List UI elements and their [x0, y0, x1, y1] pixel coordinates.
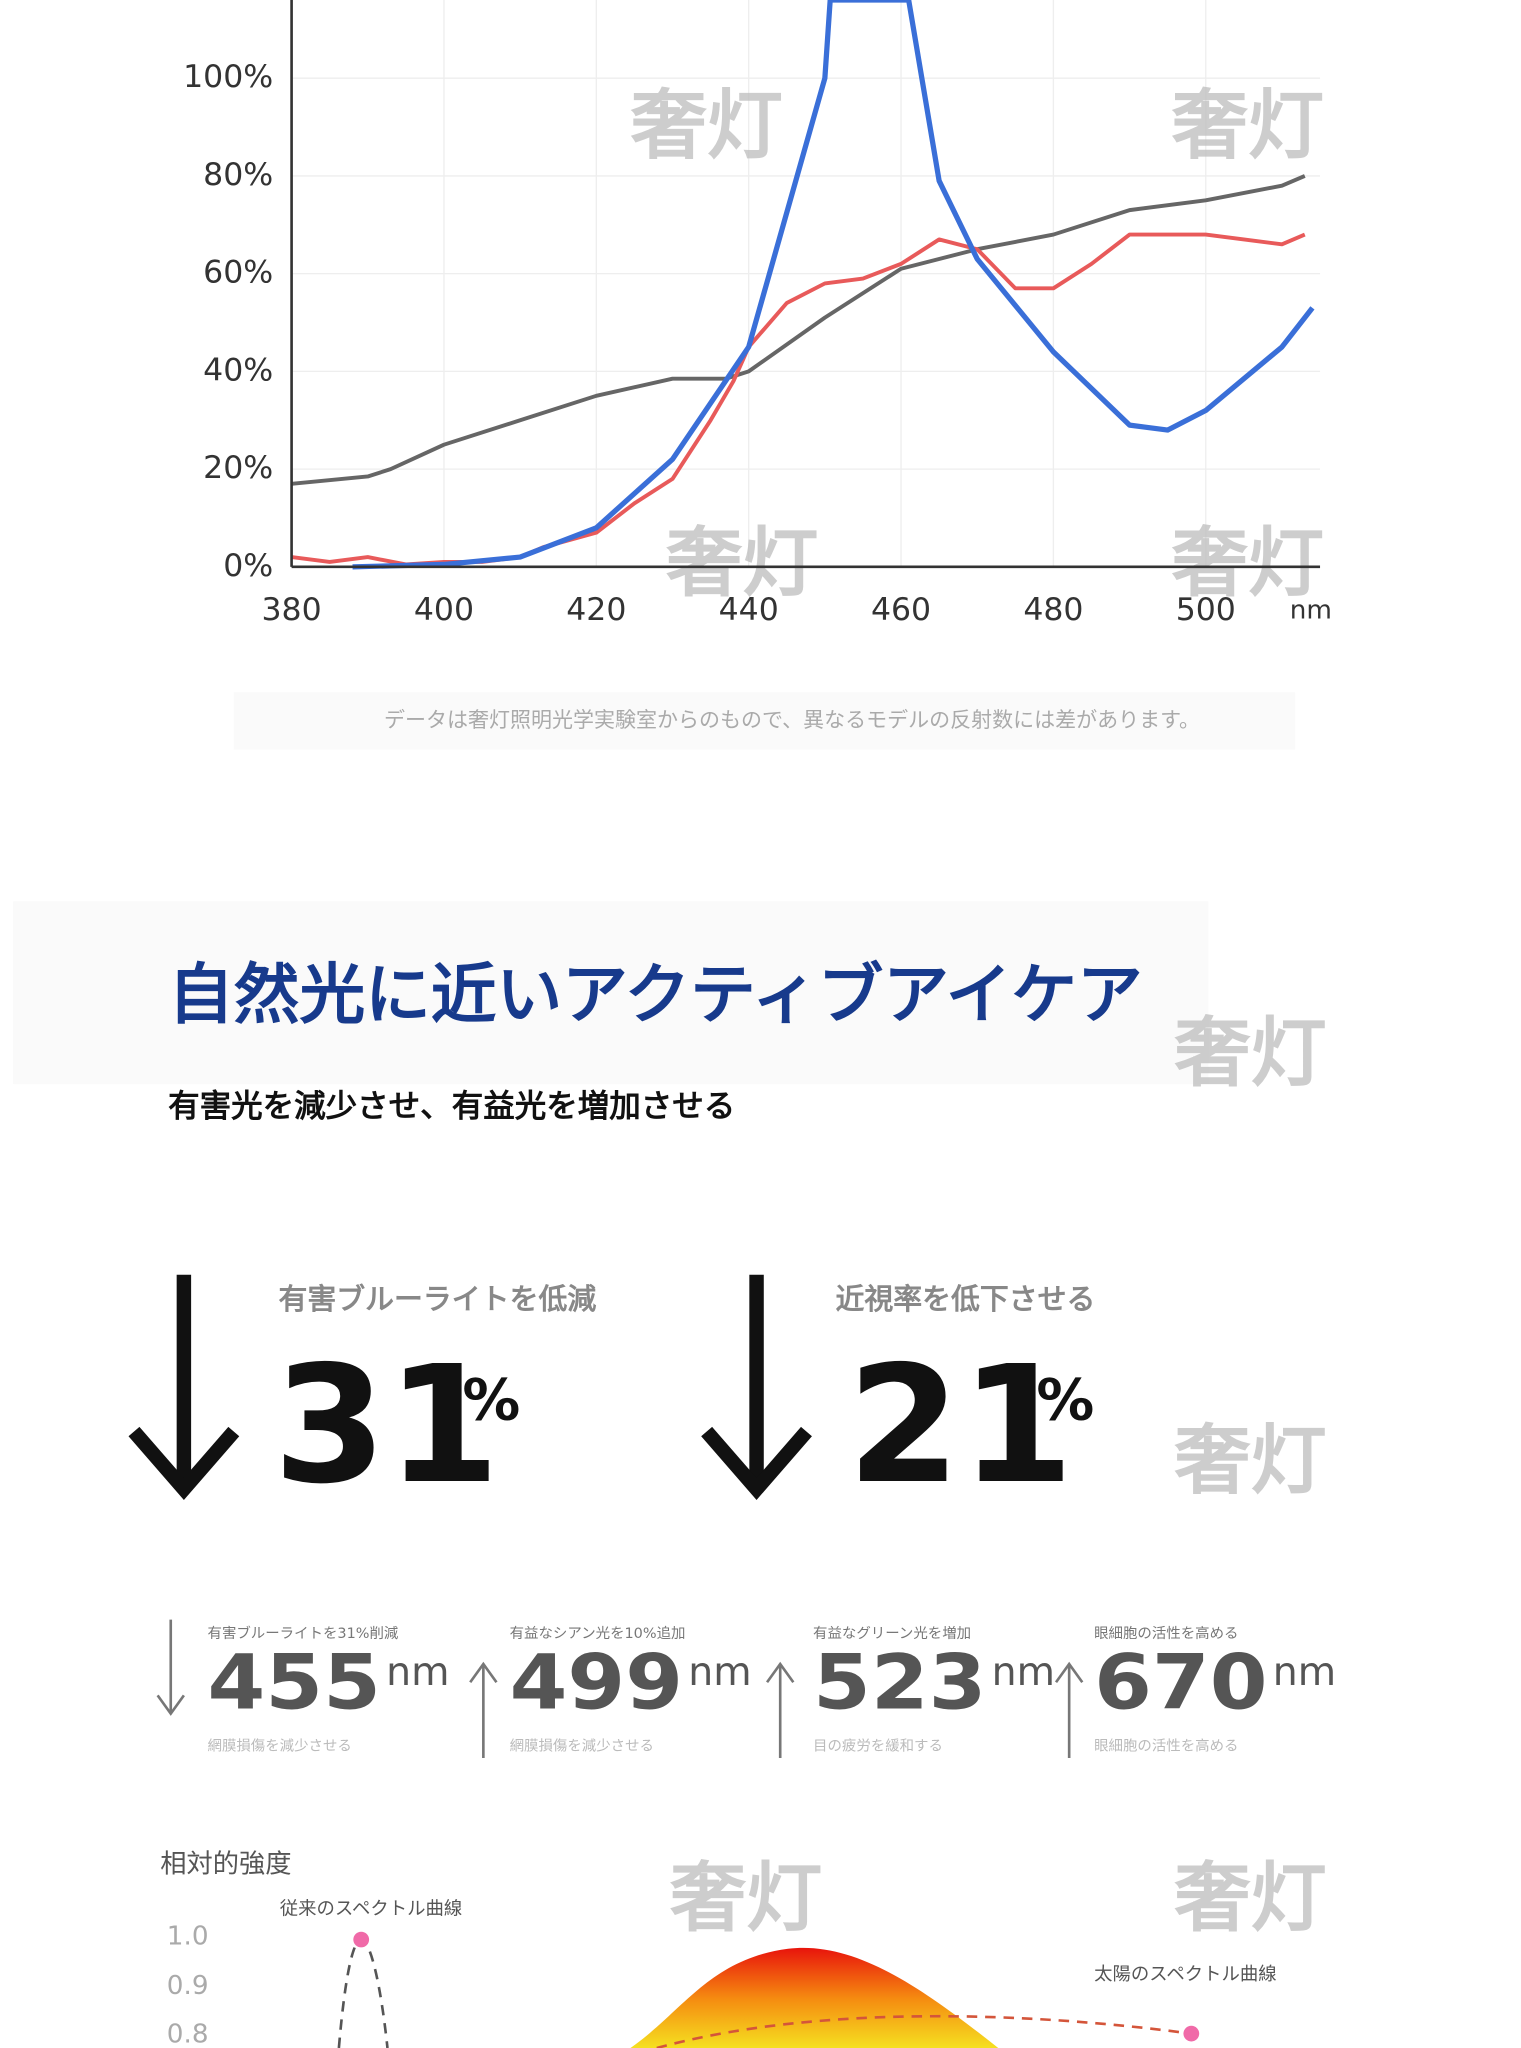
y-tick-label: 40%	[203, 352, 273, 388]
y-tick-label: 0.8	[167, 2019, 209, 2048]
watermark: 奢灯	[1172, 81, 1324, 170]
peak-dot	[1183, 2025, 1200, 2042]
watermark: 奢灯	[1174, 1008, 1326, 1097]
y-tick-label: 80%	[203, 157, 273, 193]
x-axis-label: nm	[1290, 596, 1332, 626]
stat-value: 523	[813, 1638, 986, 1727]
watermark: 奢灯	[1172, 518, 1324, 607]
heading-bg	[13, 901, 1209, 1085]
arrow-head	[701, 1426, 812, 1500]
y-tick-label: 0%	[223, 548, 273, 584]
big-stat: 有害ブルーライトを低減 31 %	[128, 1274, 597, 1520]
stat-value: 499	[510, 1638, 683, 1727]
subtitle: 有害光を減少させ、有益光を増加させる	[168, 1089, 735, 1125]
x-tick-label: 380	[262, 592, 322, 628]
stat-unit: nm	[992, 1650, 1055, 1695]
stat-label: 有害ブルーライトを低減	[279, 1282, 597, 1316]
stat-bottom: 網膜損傷を減少させる	[208, 1737, 352, 1754]
stat-label: 近視率を低下させる	[835, 1282, 1095, 1316]
x-tick-label: 420	[566, 592, 626, 628]
watermark: 奢灯	[666, 518, 818, 607]
y-tick-label: 0.9	[167, 1971, 209, 2001]
arrow-head	[128, 1426, 240, 1500]
watermarks: 奢灯 奢灯 奢灯 奢灯 奢灯 奢灯 奢灯 奢灯	[630, 81, 1326, 1942]
x-tick-label: 480	[1023, 592, 1083, 628]
watermark: 奢灯	[1174, 1416, 1326, 1505]
caption-bg	[233, 692, 1296, 750]
stat-top: 有害ブルーライトを31%削減	[208, 1624, 399, 1642]
stat-unit: nm	[1273, 1650, 1336, 1695]
plot-area	[291, 0, 1321, 570]
stat-bottom: 網膜損傷を減少させる	[510, 1737, 654, 1754]
y-axis-label: 相対的強度	[160, 1850, 291, 1880]
spectrum-chart: 相対的強度 従来のスペクトル曲線 太陽のスペクトル曲線 1.0 0.9 0.8	[160, 1850, 1277, 2048]
stat-unit: nm	[386, 1650, 449, 1695]
big-stat: 近視率を低下させる 21 %	[701, 1274, 1095, 1520]
x-tick-label: 460	[871, 592, 931, 628]
title: 自然光に近いアクティブアイケア	[168, 957, 1143, 1033]
curve-label: 太陽のスペクトル曲線	[1094, 1964, 1277, 1985]
y-tick-label: 100%	[183, 59, 273, 95]
old-curve	[337, 1938, 389, 2048]
stat-bottom: 眼細胞の活性を高める	[1094, 1737, 1238, 1754]
caption: データは奢灯照明光学実験室からのもので、異なるモデルの反射数には差があります。	[384, 708, 1200, 732]
stat-bottom: 目の疲労を緩和する	[813, 1737, 943, 1754]
peak-dot	[353, 1931, 370, 1948]
stat-unit: nm	[688, 1650, 751, 1695]
y-tick-label: 60%	[203, 255, 273, 291]
stat-top: 有益なシアン光を10%追加	[510, 1625, 686, 1642]
stat-unit: %	[1036, 1367, 1094, 1434]
curve-label: 従来のスペクトル曲線	[280, 1899, 463, 1920]
sun-area	[630, 1947, 999, 2048]
small-arrows	[156, 1619, 1084, 1759]
watermark: 奢灯	[670, 1853, 822, 1942]
series-line	[352, 0, 1315, 570]
x-tick-label: 440	[719, 592, 779, 628]
sun-curve	[656, 2014, 1192, 2048]
stat-value: 21	[847, 1331, 1074, 1519]
watermark: 奢灯	[1174, 1853, 1326, 1942]
stat-top: 有益なグリーン光を増加	[813, 1625, 971, 1642]
y-tick-label: 20%	[203, 450, 273, 486]
x-tick-label: 500	[1176, 592, 1236, 628]
series-line	[291, 174, 1306, 486]
watermark: 奢灯	[630, 81, 782, 170]
stat-value: 670	[1094, 1638, 1267, 1727]
x-tick-label: 400	[414, 592, 474, 628]
stat-top: 眼細胞の活性を高める	[1094, 1625, 1238, 1642]
stat-unit: %	[462, 1367, 520, 1434]
stat-value: 31	[273, 1331, 500, 1519]
y-tick-label: 1.0	[167, 1922, 209, 1952]
stat-value: 455	[208, 1638, 381, 1727]
